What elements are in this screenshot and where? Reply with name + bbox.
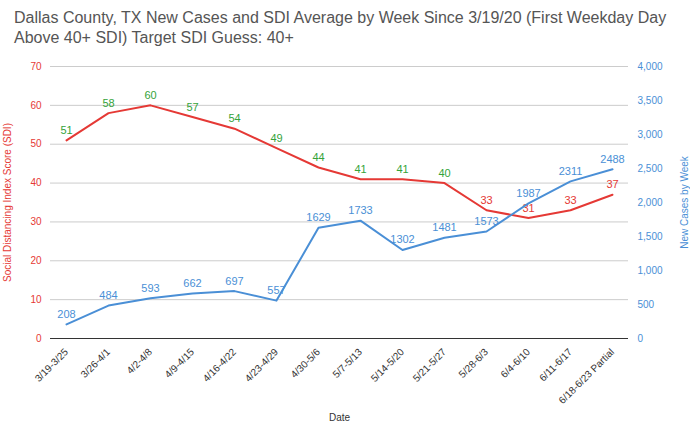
svg-text:1733: 1733 (348, 204, 372, 216)
svg-text:1,000: 1,000 (638, 265, 663, 276)
svg-text:6/18-6/23 Partial: 6/18-6/23 Partial (557, 346, 617, 406)
svg-text:58: 58 (102, 97, 114, 109)
svg-text:2488: 2488 (600, 153, 624, 165)
svg-text:50: 50 (30, 138, 42, 149)
svg-text:Social Distancing Index Score: Social Distancing Index Score (SDI) (2, 123, 13, 282)
svg-text:5/14-5/20: 5/14-5/20 (369, 346, 407, 384)
svg-text:3,500: 3,500 (638, 95, 663, 106)
svg-text:1481: 1481 (432, 221, 456, 233)
svg-text:33: 33 (480, 194, 492, 206)
svg-text:1629: 1629 (306, 211, 330, 223)
svg-text:70: 70 (30, 61, 42, 72)
svg-text:60: 60 (30, 100, 42, 111)
svg-text:0: 0 (638, 333, 644, 344)
svg-text:44: 44 (312, 151, 324, 163)
svg-text:30: 30 (30, 216, 42, 227)
svg-text:31: 31 (522, 201, 535, 214)
svg-text:500: 500 (638, 299, 655, 310)
svg-text:5/28-6/3: 5/28-6/3 (456, 346, 490, 380)
svg-text:593: 593 (141, 282, 159, 294)
svg-text:54: 54 (228, 112, 240, 124)
svg-text:4/16-4/22: 4/16-4/22 (201, 346, 239, 384)
svg-text:2,000: 2,000 (638, 197, 663, 208)
svg-text:5/21-5/27: 5/21-5/27 (411, 346, 449, 384)
svg-text:484: 484 (99, 289, 117, 301)
svg-text:4/23-4/29: 4/23-4/29 (243, 346, 281, 384)
svg-text:0: 0 (36, 333, 42, 344)
svg-text:41: 41 (354, 163, 366, 175)
svg-text:4,000: 4,000 (638, 61, 663, 72)
svg-text:4/2-4/8: 4/2-4/8 (124, 346, 154, 376)
svg-text:662: 662 (183, 277, 201, 289)
svg-text:New Cases by Week: New Cases by Week (679, 155, 690, 249)
svg-text:1573: 1573 (474, 215, 498, 227)
svg-text:1302: 1302 (390, 233, 414, 245)
svg-text:208: 208 (57, 308, 75, 320)
svg-text:5/7-5/13: 5/7-5/13 (330, 346, 364, 380)
svg-text:2311: 2311 (559, 165, 583, 177)
svg-text:3,000: 3,000 (638, 129, 663, 140)
svg-text:3/26-4/1: 3/26-4/1 (78, 346, 112, 380)
svg-text:40: 40 (30, 177, 42, 188)
svg-text:33: 33 (564, 194, 576, 206)
svg-text:40: 40 (438, 167, 450, 179)
svg-text:37: 37 (606, 178, 618, 190)
svg-text:6/11-6/17: 6/11-6/17 (537, 346, 574, 383)
html-text:Dallas County, TX New Cases an: Dallas County, TX New Cases and SDI Aver… (14, 9, 667, 46)
svg-text:10: 10 (30, 294, 42, 305)
svg-text:557: 557 (267, 284, 285, 296)
svg-text:Date: Date (329, 412, 351, 423)
svg-text:57: 57 (186, 101, 198, 113)
svg-text:60: 60 (144, 89, 156, 101)
svg-text:1,500: 1,500 (638, 231, 663, 242)
svg-text:1987: 1987 (516, 187, 540, 199)
svg-text:49: 49 (270, 132, 282, 144)
svg-text:4/9-4/15: 4/9-4/15 (162, 346, 196, 380)
svg-text:697: 697 (225, 275, 243, 287)
svg-text:51: 51 (60, 124, 72, 136)
svg-text:2,500: 2,500 (638, 163, 663, 174)
svg-text:20: 20 (30, 255, 42, 266)
svg-text:6/4-6/10: 6/4-6/10 (498, 346, 532, 380)
svg-text:3/19-3/25: 3/19-3/25 (33, 346, 71, 384)
svg-text:41: 41 (396, 163, 408, 175)
svg-text:4/30-5/6: 4/30-5/6 (288, 346, 322, 380)
